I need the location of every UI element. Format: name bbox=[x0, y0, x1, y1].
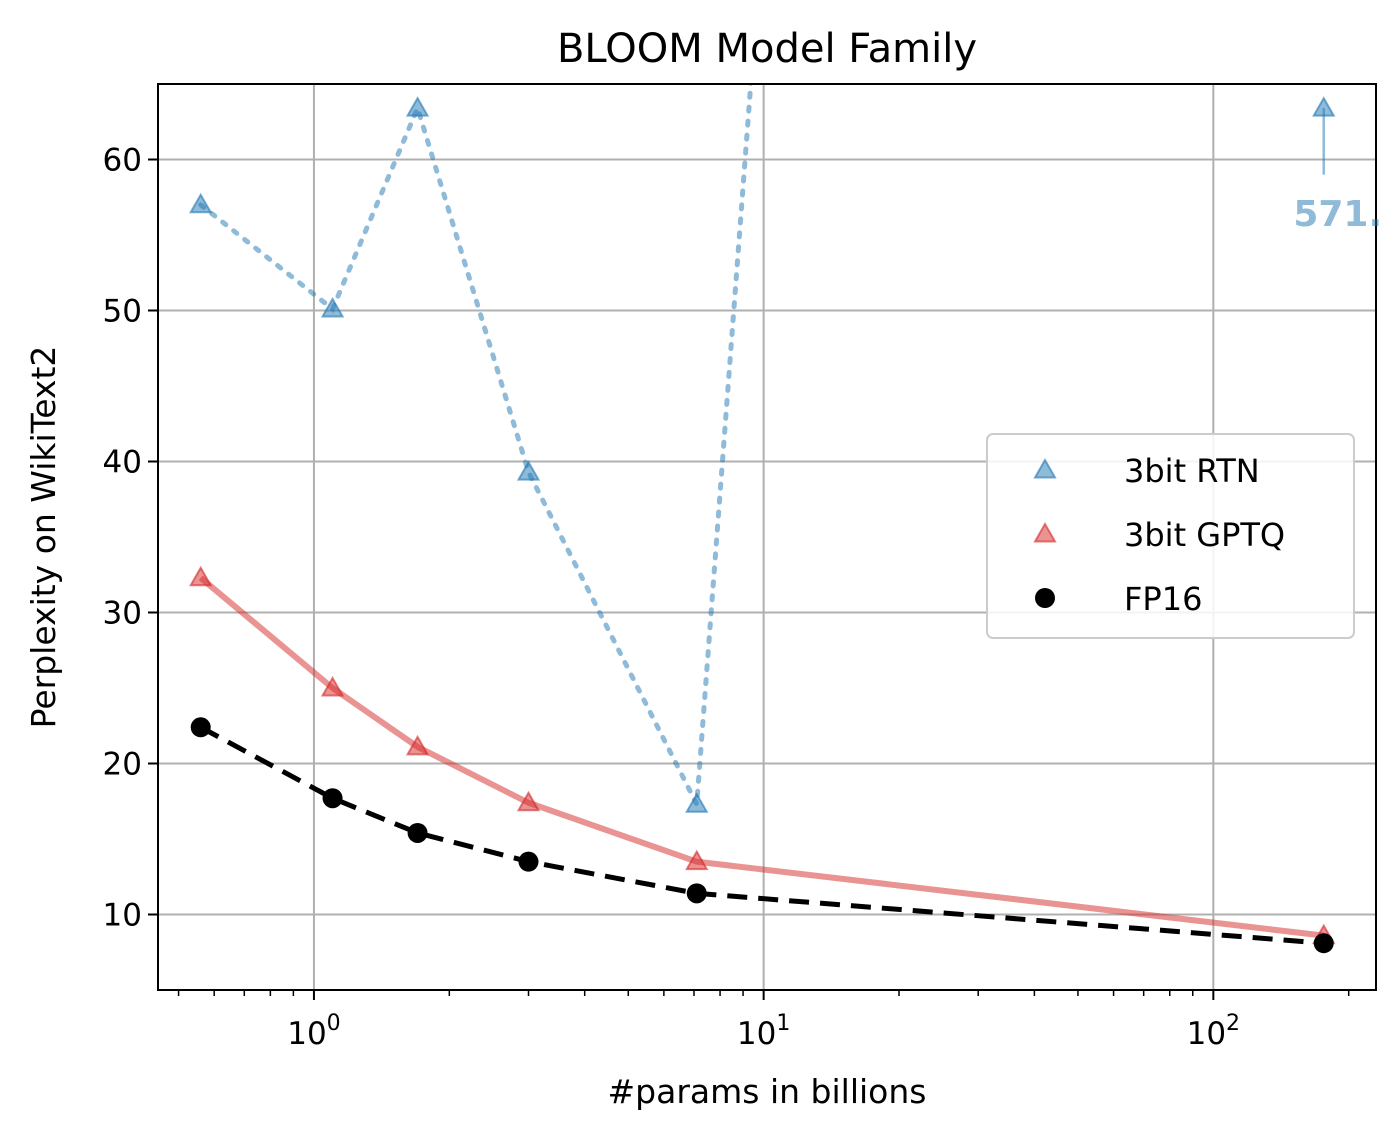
series-line bbox=[198, 84, 754, 814]
x-tick-exponent: 0 bbox=[327, 1011, 341, 1036]
x-tick-label: 102 bbox=[1187, 1011, 1240, 1052]
series-3bit-gptq bbox=[188, 565, 1336, 945]
legend-item: 3bit GPTQ bbox=[1033, 516, 1285, 554]
x-axis-ticks: 100 101 102 bbox=[287, 990, 1240, 1052]
y-tick-label: 30 bbox=[103, 596, 142, 632]
data-point bbox=[685, 849, 709, 871]
data-point bbox=[516, 460, 541, 481]
y-tick-label: 10 bbox=[103, 898, 142, 934]
legend-marker bbox=[1033, 457, 1057, 479]
x-tick-base: 10 bbox=[1187, 1016, 1226, 1052]
legend: 3bit RTN 3bit GPTQ FP16 bbox=[986, 433, 1355, 639]
data-point bbox=[405, 734, 430, 756]
y-axis-ticks: 10 20 30 40 50 60 bbox=[103, 143, 158, 934]
data-point bbox=[188, 192, 213, 214]
plot-frame bbox=[157, 83, 1377, 991]
data-point bbox=[405, 96, 430, 117]
y-tick-label: 20 bbox=[103, 747, 142, 783]
annotation-arrow-head bbox=[1312, 96, 1336, 117]
off-chart-annotation: 571. bbox=[1293, 96, 1382, 235]
data-point bbox=[1313, 933, 1334, 954]
legend-label: 3bit RTN bbox=[1124, 452, 1260, 490]
x-tick-exponent: 2 bbox=[1226, 1011, 1240, 1036]
chart-title: BLOOM Model Family bbox=[557, 26, 977, 72]
data-point bbox=[686, 883, 707, 904]
series-line bbox=[199, 725, 1324, 946]
x-tick-exponent: 1 bbox=[776, 1011, 790, 1036]
data-point bbox=[518, 851, 539, 872]
series-fp16 bbox=[190, 717, 1334, 954]
x-tick-label: 101 bbox=[737, 1011, 790, 1052]
series-layer bbox=[188, 84, 1336, 954]
series-3bit-rtn bbox=[188, 84, 754, 814]
annotation-layer: 571. bbox=[1293, 96, 1382, 235]
legend-marker bbox=[1033, 521, 1057, 543]
data-point bbox=[320, 675, 345, 697]
x-tick-label: 100 bbox=[287, 1011, 340, 1052]
legend-item: FP16 bbox=[1035, 580, 1202, 618]
legend-marker bbox=[1035, 588, 1055, 608]
data-point bbox=[516, 790, 541, 812]
y-axis-label: Perplexity on WikiText2 bbox=[24, 346, 63, 729]
data-point bbox=[190, 717, 211, 738]
annotation-label: 571. bbox=[1293, 194, 1382, 235]
legend-label: 3bit GPTQ bbox=[1124, 516, 1285, 554]
legend-label: FP16 bbox=[1124, 580, 1202, 618]
y-tick-label: 60 bbox=[103, 143, 142, 179]
y-tick-label: 40 bbox=[103, 445, 142, 481]
data-point bbox=[407, 822, 428, 843]
series-line bbox=[198, 575, 1325, 939]
x-tick-base: 10 bbox=[737, 1016, 776, 1052]
legend-box bbox=[986, 433, 1355, 639]
y-tick-label: 50 bbox=[103, 294, 142, 330]
data-point bbox=[188, 565, 213, 587]
data-point bbox=[322, 788, 343, 809]
data-point bbox=[320, 296, 345, 318]
x-tick-base: 10 bbox=[287, 1016, 326, 1052]
x-axis-label: #params in billions bbox=[608, 1072, 927, 1111]
data-point bbox=[685, 792, 709, 813]
legend-item: 3bit RTN bbox=[1033, 452, 1260, 490]
